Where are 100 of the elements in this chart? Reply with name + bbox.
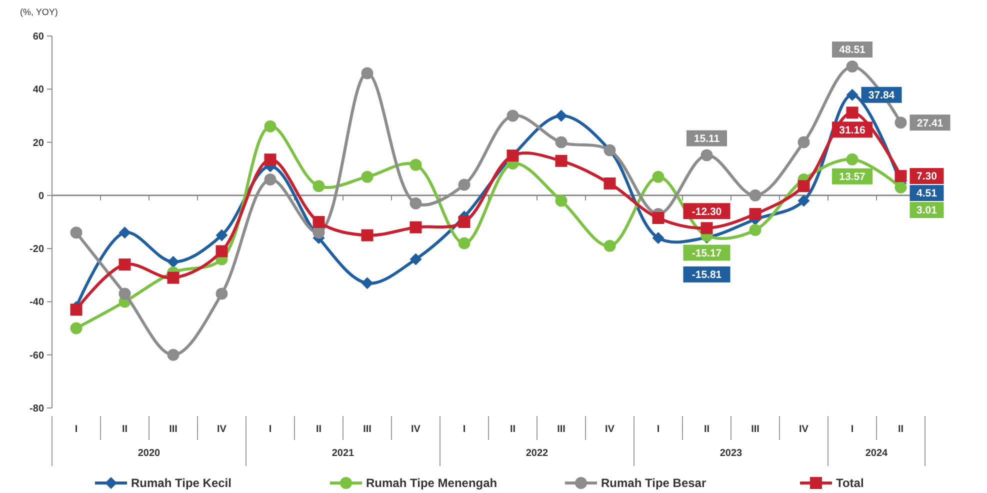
point	[216, 229, 228, 242]
point	[118, 258, 131, 271]
point	[70, 322, 82, 334]
point	[361, 170, 374, 183]
x-tick-label: IV	[799, 424, 809, 435]
point	[410, 197, 422, 210]
text: 2022	[526, 448, 549, 459]
point	[410, 221, 422, 234]
x-tick-label: I	[850, 424, 854, 435]
data-label: -15.81	[692, 269, 722, 282]
x-tick-label: IV	[217, 424, 227, 435]
point	[410, 253, 422, 266]
point	[216, 288, 228, 300]
x-tick-label: I	[656, 424, 660, 435]
data-label: 13.57	[839, 171, 866, 184]
x-tick-label: II	[122, 424, 128, 435]
point	[894, 116, 907, 129]
y-tick-label: 20	[32, 138, 44, 149]
point	[846, 106, 858, 119]
point	[846, 60, 858, 73]
point	[894, 181, 907, 194]
legend-label: Rumah Tipe Menengah	[366, 476, 498, 490]
text: 2020	[138, 448, 161, 459]
point	[458, 216, 470, 228]
point	[652, 232, 664, 244]
y-tick-label: 60	[32, 32, 44, 42]
point	[361, 277, 374, 290]
x-tick-label: II	[898, 424, 904, 435]
point	[700, 149, 713, 162]
x-tick-label: III	[169, 424, 178, 435]
data-label: -12.30	[692, 206, 722, 218]
y-tick-label: 0	[38, 190, 44, 202]
y-tick-label: 40	[32, 84, 44, 96]
point	[749, 224, 762, 236]
point	[264, 154, 276, 166]
point	[458, 178, 470, 191]
x-tick-label: II	[510, 424, 516, 435]
point	[652, 170, 664, 183]
point	[167, 256, 180, 268]
x-tick-label: III	[751, 424, 760, 435]
text: 2023	[720, 448, 743, 459]
data-label: 48.51	[839, 44, 866, 56]
text: 2021	[332, 448, 355, 459]
point	[312, 180, 325, 192]
point	[555, 154, 568, 167]
point	[798, 136, 810, 148]
data-label: 31.16	[839, 124, 866, 136]
point	[216, 245, 228, 258]
y-tick-label: -40	[30, 297, 44, 308]
x-tick-label: II	[704, 424, 710, 435]
x-tick-label: I	[74, 424, 78, 435]
point	[652, 212, 664, 224]
point	[118, 288, 131, 300]
text: 2024	[865, 448, 888, 459]
x-tick-label: IV	[605, 424, 615, 435]
y-axis-title: (%, YOY)	[20, 7, 58, 17]
point	[167, 272, 180, 284]
x-tick-label: I	[268, 424, 272, 435]
point	[264, 120, 276, 132]
point	[604, 177, 616, 190]
x-tick-label: III	[557, 424, 566, 435]
x-tick-label: III	[363, 424, 372, 435]
y-tick-label: -60	[30, 350, 44, 362]
x-tick-label: II	[316, 424, 322, 435]
point	[410, 158, 422, 171]
data-label: 4.51	[916, 188, 938, 200]
point	[167, 348, 180, 361]
data-label: 3.01	[916, 204, 938, 217]
point	[700, 222, 713, 234]
data-label: -15.17	[692, 247, 722, 260]
data-label: 7.30	[916, 170, 938, 183]
point	[506, 110, 519, 122]
y-tick-label: -20	[30, 244, 44, 256]
point	[70, 304, 82, 316]
point	[555, 110, 568, 122]
point	[749, 189, 762, 202]
x-tick-label: IV	[411, 424, 421, 435]
point	[749, 208, 762, 220]
legend-label: Total	[836, 476, 864, 490]
point	[604, 240, 616, 252]
point	[798, 194, 810, 207]
point	[458, 237, 470, 250]
x-tick-label: I	[462, 424, 466, 435]
point	[361, 67, 374, 80]
point	[361, 229, 374, 242]
data-label: 15.11	[694, 132, 720, 145]
y-tick-label: -80	[30, 404, 44, 414]
point	[846, 88, 858, 101]
legend-label: Rumah Tipe Besar	[601, 476, 706, 490]
point	[312, 226, 325, 239]
point	[70, 226, 82, 239]
point	[894, 170, 907, 182]
point	[312, 216, 325, 228]
point	[555, 194, 568, 207]
legend-label: Rumah Tipe Kecil	[131, 476, 232, 490]
point	[555, 136, 568, 148]
point	[798, 180, 810, 192]
point	[118, 226, 131, 239]
point	[846, 153, 858, 166]
data-label: 37.84	[868, 90, 895, 102]
